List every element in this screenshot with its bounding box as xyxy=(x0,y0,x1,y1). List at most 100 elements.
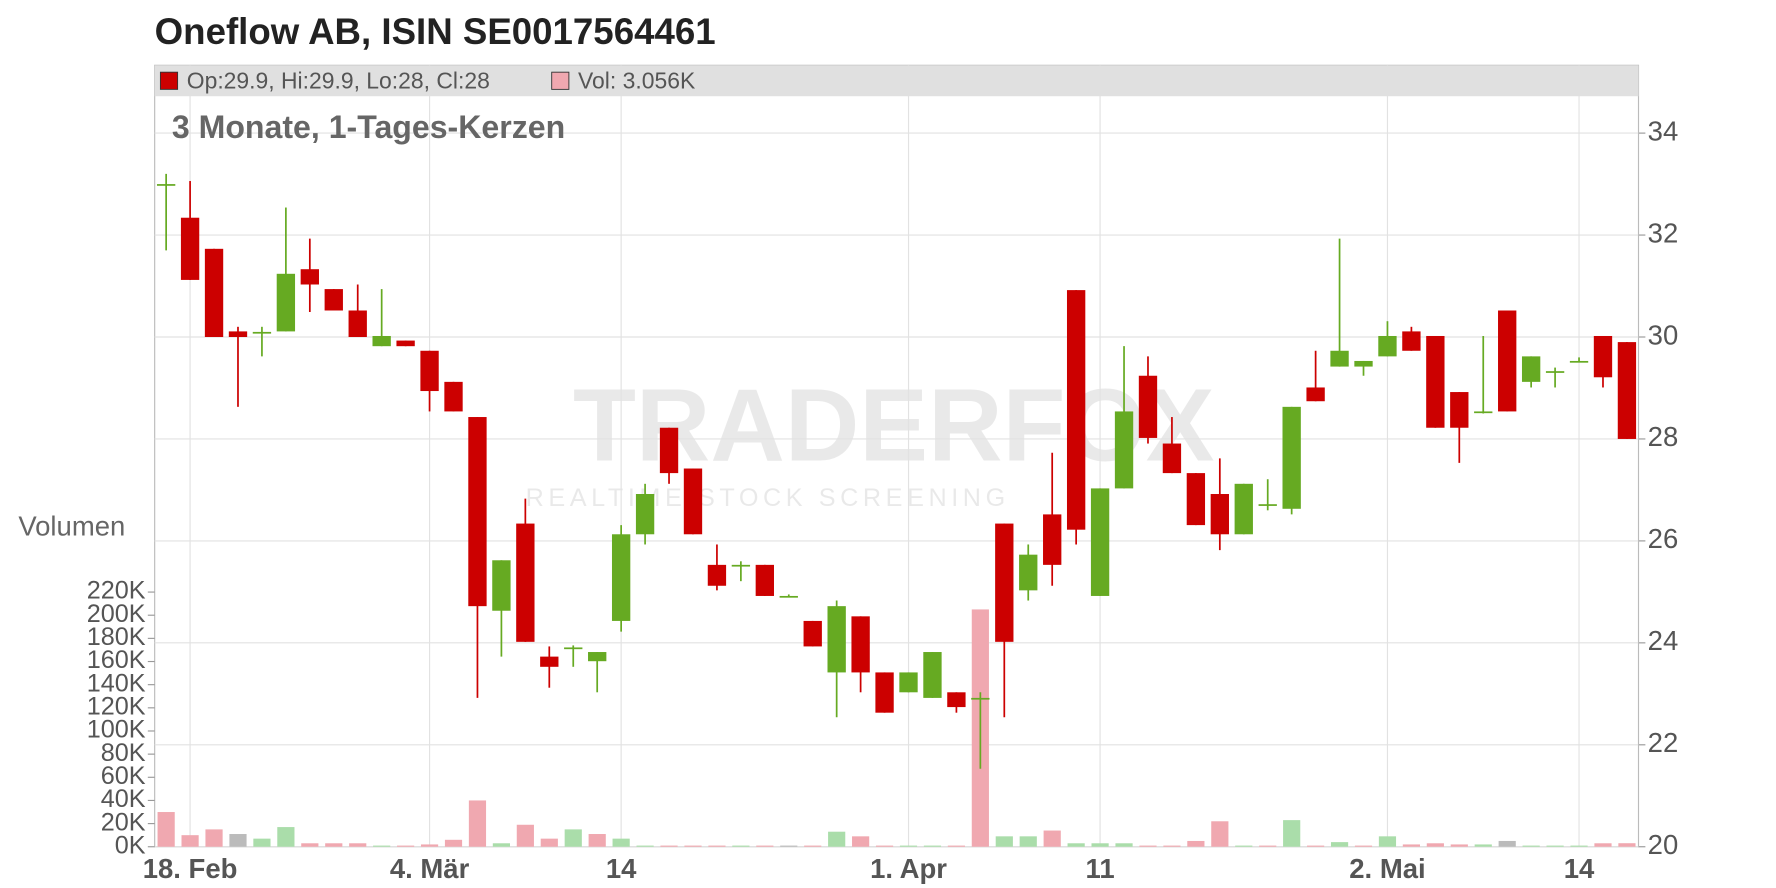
candle-body xyxy=(348,310,367,338)
volume-tick-label: 120K xyxy=(87,692,146,720)
volume-bar xyxy=(325,843,343,847)
volume-bar xyxy=(1091,843,1109,847)
y-tick-label: 24 xyxy=(1648,625,1679,656)
candle-body xyxy=(899,672,918,693)
candle-body xyxy=(300,269,319,285)
volume-bar xyxy=(1139,845,1157,847)
chart-title: Oneflow AB, ISIN SE0017564461 xyxy=(155,11,716,52)
candle-body xyxy=(252,331,272,334)
volume-bar xyxy=(995,836,1013,847)
candle-body xyxy=(827,606,846,673)
volume-bar xyxy=(301,843,319,847)
candle-body xyxy=(516,523,535,642)
volume-tick-label: 20K xyxy=(101,808,146,836)
volume-bar xyxy=(660,845,678,847)
candle-body xyxy=(420,350,439,392)
candle-body xyxy=(1521,356,1541,382)
volume-bar xyxy=(588,834,606,847)
volume-bar xyxy=(899,845,918,847)
candle-body xyxy=(755,564,774,596)
volume-bar xyxy=(684,845,702,847)
volume-tick-label: 80K xyxy=(101,739,146,767)
candle-body xyxy=(1354,360,1373,367)
volume-bar xyxy=(492,843,510,847)
candle-body xyxy=(1019,554,1038,591)
volume-bar xyxy=(1283,820,1301,847)
volume-bar xyxy=(756,845,774,847)
y-tick-label: 20 xyxy=(1648,829,1679,860)
volume-bar xyxy=(1307,845,1325,847)
candle-body xyxy=(1474,411,1493,414)
volume-tick-label: 140K xyxy=(87,669,146,697)
candle-body xyxy=(971,697,990,700)
candle-body xyxy=(1498,310,1517,412)
candle-body xyxy=(731,564,751,567)
volume-bar xyxy=(1426,843,1444,847)
chart-subtitle: 3 Monate, 1-Tages-Kerzen xyxy=(172,109,565,145)
volume-tick-label: 180K xyxy=(87,623,146,651)
candle-body xyxy=(396,340,415,347)
candle-body xyxy=(1426,335,1445,428)
volume-bar xyxy=(1570,845,1588,847)
candle-body xyxy=(1066,290,1086,530)
candle-body xyxy=(1617,342,1637,439)
x-tick-label: 18. Feb xyxy=(143,853,238,884)
volume-bar xyxy=(373,845,391,847)
x-tick-label: 14 xyxy=(606,853,637,884)
x-tick-label: 2. Mai xyxy=(1349,853,1425,884)
volume-bar xyxy=(1354,845,1373,847)
y-tick-label: 22 xyxy=(1648,727,1679,758)
volume-tick-label: 100K xyxy=(87,716,146,744)
candle-body xyxy=(564,647,583,650)
volume-tick-label: 40K xyxy=(101,785,146,813)
volume-bar xyxy=(1043,830,1061,847)
candle-body xyxy=(228,331,248,338)
candle-body xyxy=(875,672,894,713)
candle-body xyxy=(180,217,200,280)
volume-bar xyxy=(229,834,247,847)
volume-bar xyxy=(1522,845,1540,847)
candle-body xyxy=(683,468,703,535)
volume-bar xyxy=(1067,843,1085,847)
volume-axis-label: Volumen xyxy=(18,510,125,541)
candle-body xyxy=(1378,335,1397,357)
candle-body xyxy=(611,534,631,621)
volume-bar xyxy=(444,839,463,847)
volume-bar xyxy=(1163,845,1181,847)
y-tick-label: 28 xyxy=(1648,421,1679,452)
volume-bar xyxy=(828,831,846,847)
x-tick-label: 11 xyxy=(1086,853,1115,884)
volume-bar xyxy=(1450,844,1468,847)
x-tick-label: 4. Mär xyxy=(390,853,470,884)
candle-body xyxy=(1545,371,1565,373)
x-tick-label: 1. Apr xyxy=(870,853,947,884)
volume-bar xyxy=(1594,843,1612,847)
volume-tick-label: 200K xyxy=(87,600,146,628)
volume-tick-label: 160K xyxy=(87,646,146,674)
volume-bar xyxy=(1211,821,1229,847)
candle-body xyxy=(1162,443,1182,474)
volume-bar xyxy=(397,845,415,847)
volume-bar xyxy=(804,845,822,847)
volume-bar xyxy=(732,845,750,847)
plot-area xyxy=(154,64,1640,848)
candle-body xyxy=(156,184,176,186)
candle-body xyxy=(1330,350,1349,367)
volume-bar xyxy=(947,845,965,847)
volume-bar xyxy=(1498,840,1516,847)
candle-body xyxy=(1569,360,1589,363)
candle-body xyxy=(1138,375,1158,438)
volume-bar xyxy=(349,843,367,847)
watermark-tagline: REALTIME STOCK SCREENING xyxy=(526,484,1010,512)
volume-bar xyxy=(875,845,894,847)
legend-bar xyxy=(154,65,1639,97)
legend-swatch xyxy=(159,71,179,90)
volume-bar xyxy=(1115,843,1133,847)
volume-bar xyxy=(157,812,175,847)
candle-body xyxy=(204,248,224,338)
candle-body xyxy=(803,620,822,647)
volume-bar xyxy=(277,827,295,847)
volume-tick-label: 0K xyxy=(115,831,146,859)
volume-bar xyxy=(923,845,942,847)
